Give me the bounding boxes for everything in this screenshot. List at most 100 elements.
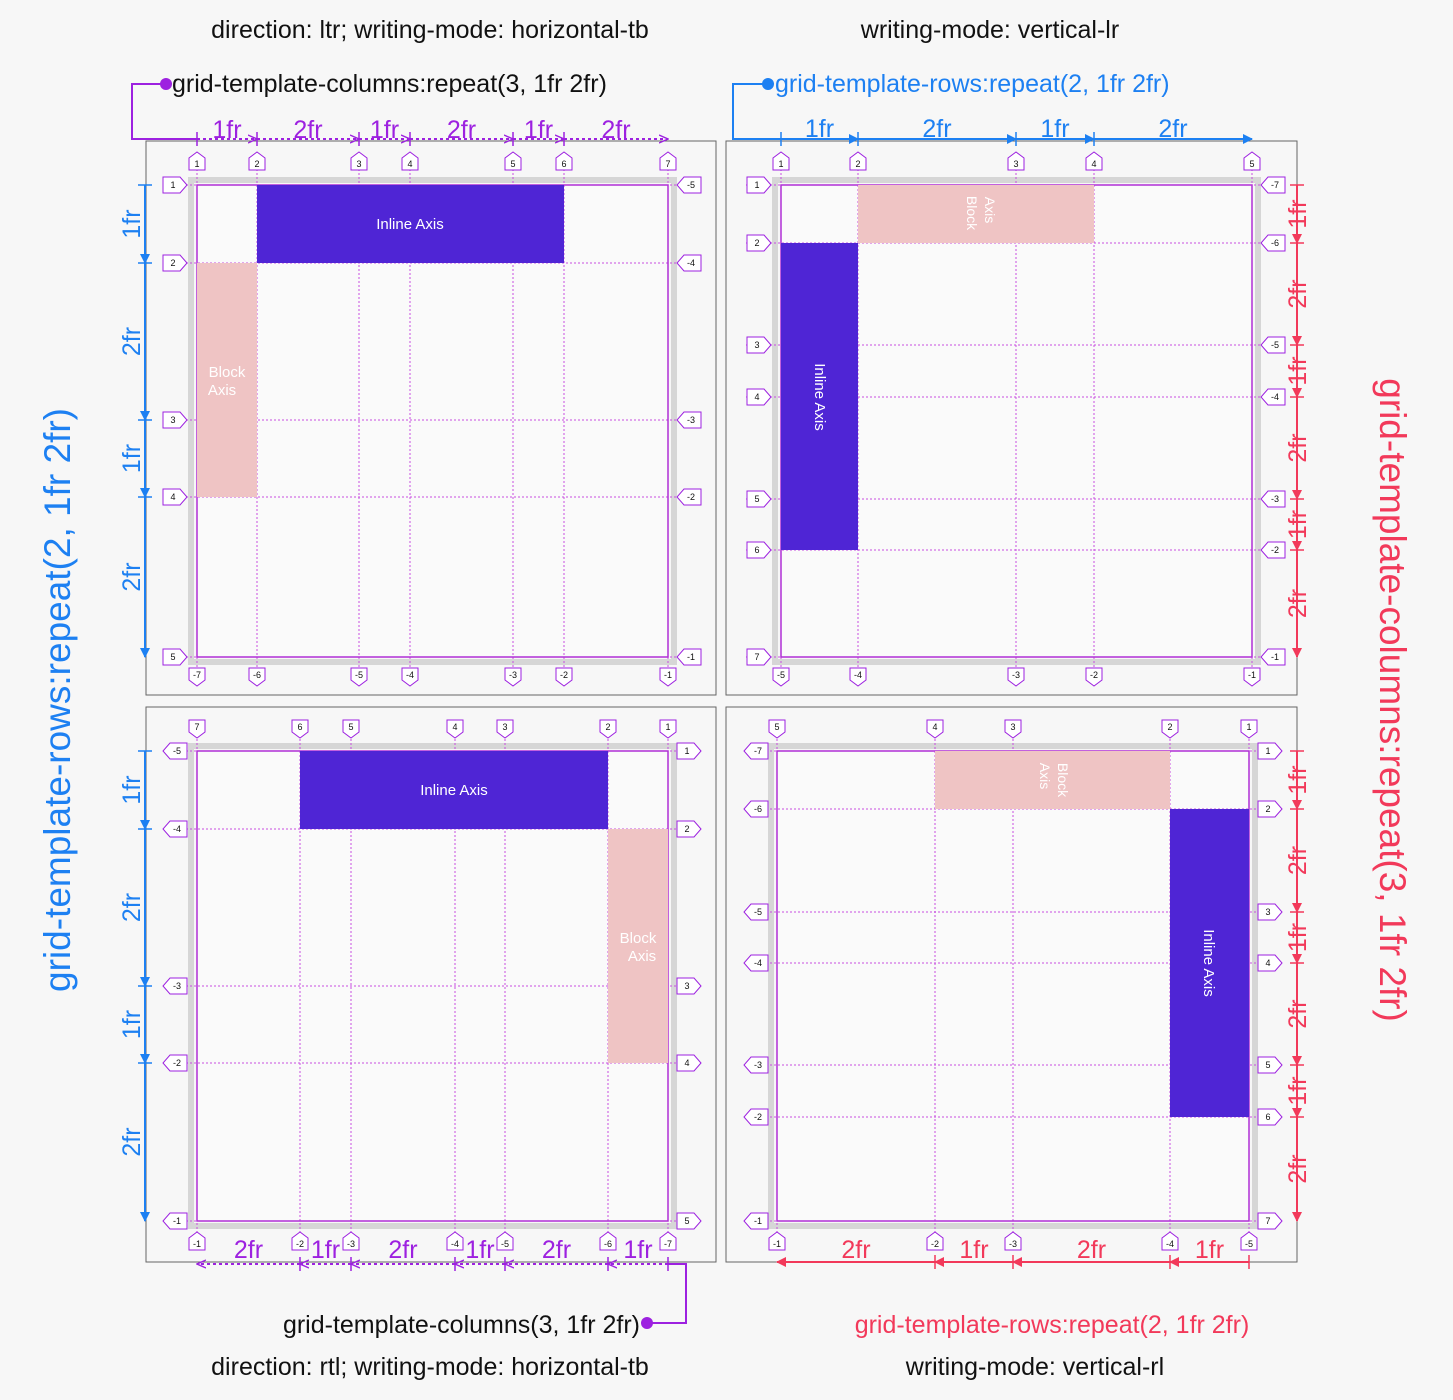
bottom-line-badge: -7 [188, 667, 206, 687]
right-line-badge: -1 [676, 648, 702, 666]
top-line-badge: 4 [1085, 151, 1103, 171]
badge-shape [743, 742, 769, 760]
right-line-badge: -1 [1260, 648, 1286, 666]
badge-label: 6 [754, 545, 759, 555]
badge-label: 2 [1265, 804, 1270, 814]
badge-label: -2 [296, 1239, 304, 1249]
badge-shape [676, 411, 702, 429]
bottom-line-badge: -4 [1161, 1231, 1179, 1251]
badge-shape [1161, 1231, 1179, 1251]
heading-top-right: writing-mode: vertical-lr [860, 16, 1119, 44]
badge-shape [1243, 151, 1261, 171]
badge-label: -5 [355, 670, 363, 680]
badge-label: 7 [754, 652, 759, 662]
right-line-badge: -3 [1260, 490, 1286, 508]
top-line-badge: 1 [188, 151, 206, 171]
badge-shape [676, 742, 702, 760]
badge-label: -3 [1012, 670, 1020, 680]
row-fr-label: 1fr [805, 115, 834, 143]
block-axis-word-axis: Axis [1037, 763, 1053, 789]
badge-shape [1161, 719, 1179, 739]
badge-label: -3 [687, 415, 695, 425]
column-fr-label: 1fr [370, 116, 399, 144]
badge-shape [743, 1056, 769, 1074]
rows-arrows-left-top: 1fr 2fr 1fr 2fr [118, 184, 152, 658]
badge-shape [188, 1231, 206, 1251]
badge-shape [162, 176, 188, 194]
inline-axis-label: Inline Axis [811, 363, 828, 431]
badge-shape [743, 903, 769, 921]
bottom-line-badge: -1 [659, 667, 677, 687]
badge-label: 4 [932, 722, 937, 732]
badge-shape [504, 667, 522, 687]
badge-shape [659, 151, 677, 171]
badge-label: -5 [777, 670, 785, 680]
badge-label: -1 [754, 1216, 762, 1226]
callout-left-side: grid-template-rows:repeat(2, 1fr 2fr) [37, 408, 78, 992]
top-line-badge: 1 [772, 151, 790, 171]
right-line-badge: 2 [1257, 800, 1283, 818]
badge-shape [291, 1231, 309, 1251]
column-fr-label: 1fr [465, 1236, 494, 1264]
badge-shape [162, 648, 188, 666]
bottom-line-badge: -2 [926, 1231, 944, 1251]
badge-shape [1240, 719, 1258, 739]
badge-label: -3 [1009, 1239, 1017, 1249]
row-fr-label: 2fr [922, 115, 951, 143]
left-line-badge: -4 [162, 820, 188, 838]
block-axis-word-axis: Axis [982, 197, 998, 223]
badge-shape [1004, 719, 1022, 739]
badge-label: -5 [173, 746, 181, 756]
badge-shape [162, 820, 188, 838]
badge-label: 7 [1265, 1216, 1270, 1226]
bottom-line-badge: -2 [1085, 667, 1103, 687]
bottom-line-badge: -2 [555, 667, 573, 687]
callout-bottom-left: grid-template-columns(3, 1fr 2fr) [283, 1263, 687, 1339]
left-line-badge: -5 [743, 903, 769, 921]
callout-top-left: grid-template-columns:repeat(3, 1fr 2fr) [131, 70, 607, 140]
badge-label: 4 [452, 722, 457, 732]
badge-shape [659, 719, 677, 739]
column-fr-label: 1fr [623, 1236, 652, 1264]
bottom-line-badge: -1 [1243, 667, 1261, 687]
badge-shape [401, 667, 419, 687]
bottom-line-badge: -6 [599, 1231, 617, 1251]
badge-label: 4 [754, 392, 759, 402]
badge-label: 7 [665, 159, 670, 169]
columns-arrows-bottom-left: 1fr 2fr 1fr 2fr 1fr 2fr [197, 1236, 669, 1271]
badge-label: 2 [605, 722, 610, 732]
bottom-line-badge: -6 [248, 667, 266, 687]
badge-label: -6 [604, 1239, 612, 1249]
column-fr-label: 2fr [1284, 999, 1312, 1028]
top-line-badge: 4 [446, 719, 464, 739]
badge-label: 5 [754, 494, 759, 504]
heading-bottom-left: direction: rtl; writing-mode: horizontal… [211, 1353, 649, 1381]
badge-label: 4 [407, 159, 412, 169]
right-line-badge: -4 [676, 254, 702, 272]
badge-label: -5 [1271, 340, 1279, 350]
badge-shape [768, 1231, 786, 1251]
badge-label: 2 [855, 159, 860, 169]
column-fr-label: 2fr [542, 1236, 571, 1264]
column-fr-label: 2fr [1284, 1154, 1312, 1183]
badge-label: 1 [194, 159, 199, 169]
badge-label: 6 [1265, 1112, 1270, 1122]
inline-axis-label: Inline Axis [420, 782, 488, 799]
line-badges: 1 2 3 4 5 -5 -4 -3 -2 -1 1 2 3 4 5 6 7 -7 -6 -5 -4 -3 -2 -1 [746, 151, 1286, 687]
badge-label: 7 [194, 722, 199, 732]
right-line-badge: 4 [1257, 954, 1283, 972]
block-axis-label-line1: Block [209, 364, 246, 381]
badge-label: 2 [170, 258, 175, 268]
badge-label: 5 [1249, 159, 1254, 169]
badge-label: 5 [510, 159, 515, 169]
block-axis-label-line2: Axis [208, 382, 236, 399]
column-fr-label: 2fr [1284, 846, 1312, 875]
badge-label: -1 [193, 1239, 201, 1249]
bottom-line-badge: -1 [188, 1231, 206, 1251]
callout-right-side: grid-template-columns:repeat(3, 1fr 2fr) [1372, 378, 1413, 1022]
badge-label: 3 [1013, 159, 1018, 169]
right-line-badge: -6 [1260, 234, 1286, 252]
badge-shape [926, 1231, 944, 1251]
badge-label: -2 [931, 1239, 939, 1249]
heading-bottom-right: writing-mode: vertical-rl [905, 1353, 1164, 1381]
